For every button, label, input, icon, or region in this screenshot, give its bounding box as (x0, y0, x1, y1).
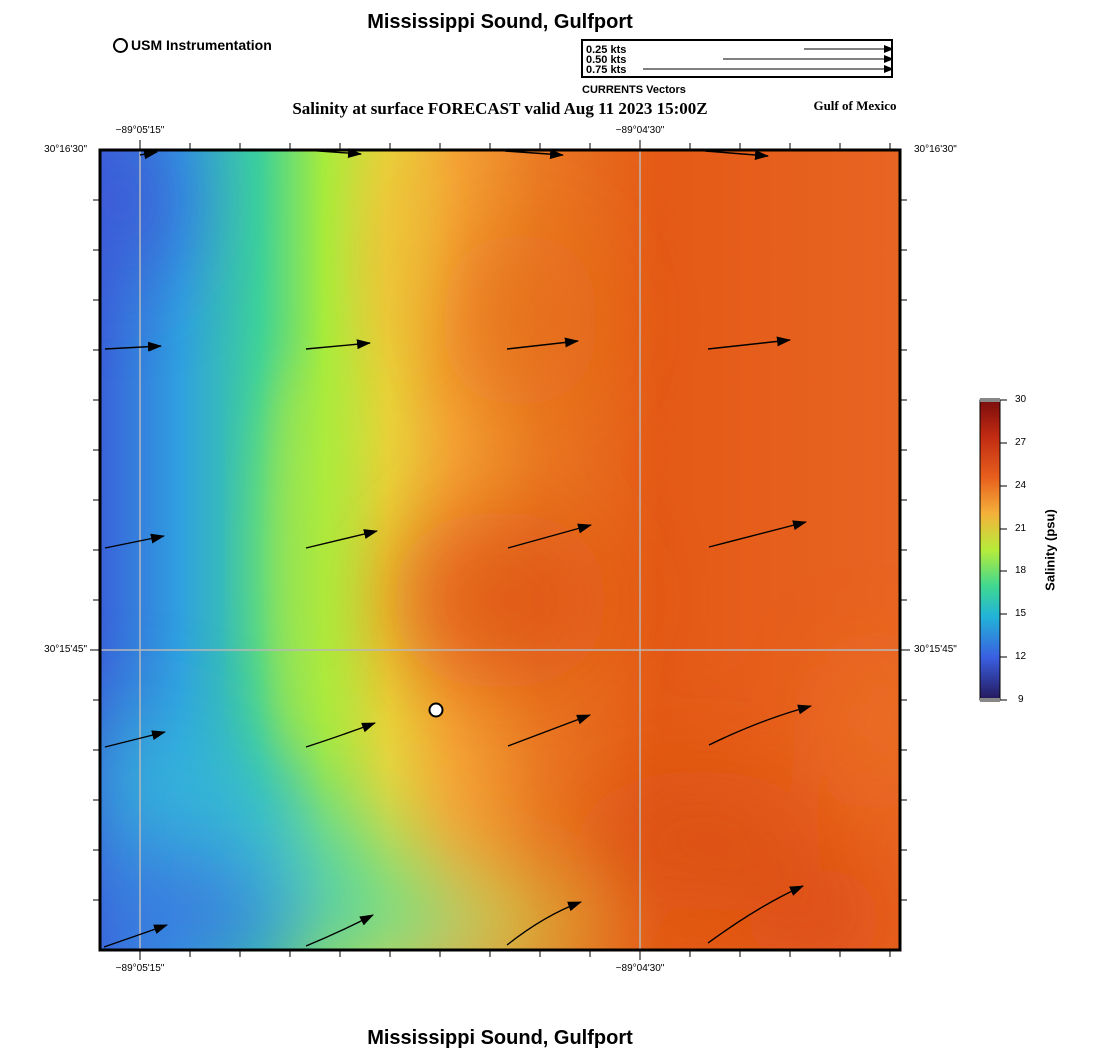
lon-tick-bottom-1: −89°05'15" (115, 963, 165, 974)
current-arrow (506, 337, 579, 350)
salinity-colorbar (979, 398, 1007, 702)
current-arrow (139, 149, 158, 160)
scale-entry-3: 0.75 kts (586, 64, 627, 76)
current-arrow (103, 924, 168, 948)
vector-scale-caption: CURRENTS Vectors (582, 84, 686, 96)
lat-tick-right-2: 30°15'45" (914, 644, 957, 655)
station-legend-label: USM Instrumentation (131, 37, 272, 53)
colorbar-tick: 30 (1015, 394, 1027, 405)
current-arrow (506, 901, 582, 946)
current-arrow (305, 339, 371, 350)
current-arrow (707, 885, 804, 944)
scale-entry-1: 0.25 kts (586, 44, 627, 56)
salinity-field (100, 150, 900, 950)
colorbar-tick: 27 (1015, 437, 1027, 448)
current-arrow (104, 533, 165, 549)
colorbar-tick: 21 (1015, 523, 1027, 534)
current-arrow (104, 341, 162, 352)
station-legend: USM Instrumentation (113, 37, 272, 53)
colorbar-tick: 15 (1015, 608, 1027, 619)
current-arrow (707, 336, 791, 350)
map-title: Mississippi Sound, Gulfport (367, 11, 633, 33)
lat-tick-right-1: 30°16'30" (914, 144, 957, 155)
current-arrow (708, 704, 812, 746)
lon-tick-bottom-2: −89°04'30" (615, 963, 665, 974)
colorbar-tick: 18 (1015, 565, 1027, 576)
lat-tick-left-1: 30°16'30" (44, 144, 87, 155)
map-subtitle: Salinity at surface FORECAST valid Aug 1… (292, 99, 708, 118)
colorbar-tick: 24 (1015, 480, 1027, 491)
open-circle-icon (113, 37, 128, 53)
lat-tick-left-2: 30°15'45" (44, 644, 87, 655)
frame-ticks (90, 140, 910, 960)
scale-arrows (643, 45, 893, 73)
region-label: Gulf of Mexico (813, 98, 897, 113)
graticule (100, 150, 900, 950)
footer-title: Mississippi Sound, Gulfport (367, 1027, 633, 1049)
colorbar-tick: 12 (1015, 651, 1027, 662)
current-arrow (305, 529, 378, 549)
current-arrow (305, 722, 376, 748)
scale-entry-2: 0.50 kts (586, 54, 627, 66)
lon-tick-top-1: −89°05'15" (115, 125, 165, 136)
current-arrow (507, 523, 592, 549)
vector-scale-legend: 0.25 kts 0.50 kts 0.75 kts (581, 39, 893, 78)
current-arrow (305, 914, 374, 947)
current-arrow (708, 520, 807, 548)
current-vectors (103, 148, 812, 948)
current-arrow (507, 714, 591, 747)
colorbar-title: Salinity (psu) (1042, 509, 1058, 591)
current-arrow (104, 730, 166, 748)
current-arrow (504, 149, 564, 160)
usm-station-marker[interactable] (428, 702, 444, 718)
current-arrow (704, 149, 769, 160)
colorbar-tick: 9 (1018, 694, 1024, 705)
current-arrow (304, 148, 362, 159)
lon-tick-top-2: −89°04'30" (615, 125, 665, 136)
